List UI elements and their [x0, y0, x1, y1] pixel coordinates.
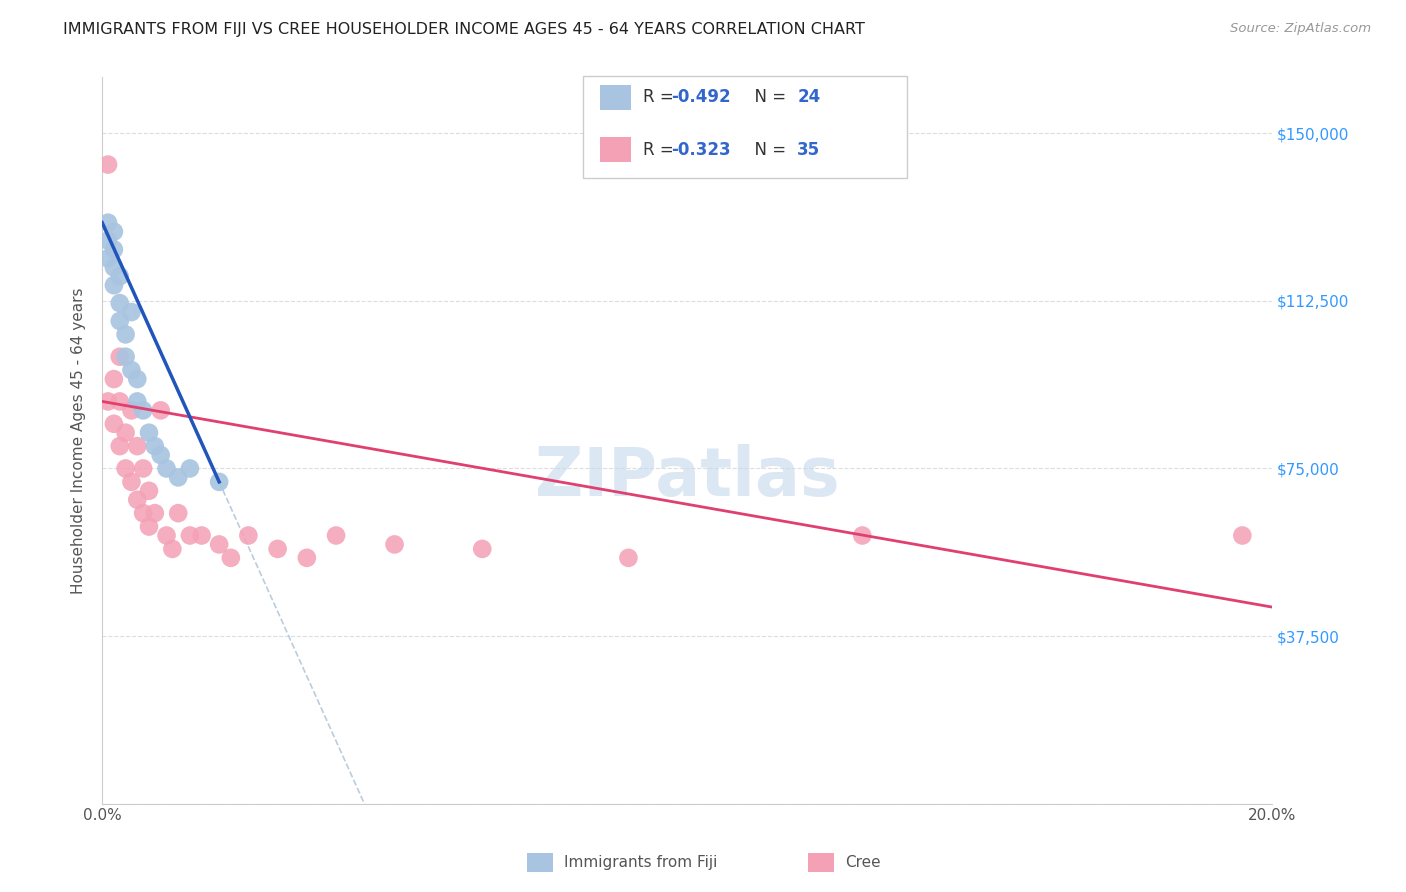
- Point: [295, 550, 318, 565]
- Point: [617, 550, 640, 565]
- Point: [127, 394, 149, 409]
- Point: [266, 541, 288, 556]
- Point: [162, 541, 184, 556]
- Point: [127, 439, 149, 453]
- Text: 24: 24: [797, 88, 821, 106]
- Text: Cree: Cree: [845, 855, 880, 870]
- Text: N =: N =: [744, 141, 792, 159]
- Point: [208, 537, 231, 551]
- Point: [149, 448, 172, 462]
- Text: ZIPatlas: ZIPatlas: [534, 444, 839, 510]
- Point: [103, 417, 125, 431]
- Text: 35: 35: [797, 141, 820, 159]
- Point: [127, 492, 149, 507]
- Point: [97, 158, 120, 172]
- Text: Immigrants from Fiji: Immigrants from Fiji: [564, 855, 717, 870]
- Point: [108, 350, 131, 364]
- Y-axis label: Householder Income Ages 45 - 64 years: Householder Income Ages 45 - 64 years: [72, 287, 86, 594]
- Point: [138, 519, 160, 533]
- Point: [384, 537, 406, 551]
- Point: [132, 403, 155, 417]
- Point: [219, 550, 242, 565]
- Point: [155, 528, 177, 542]
- Text: N =: N =: [744, 88, 792, 106]
- Text: -0.323: -0.323: [671, 141, 730, 159]
- Point: [97, 234, 120, 248]
- Point: [127, 372, 149, 386]
- Point: [238, 528, 260, 542]
- Point: [167, 470, 190, 484]
- Point: [120, 475, 142, 489]
- Point: [97, 252, 120, 266]
- Point: [179, 461, 201, 475]
- Point: [138, 483, 160, 498]
- Point: [149, 403, 172, 417]
- Point: [132, 461, 155, 475]
- Text: R =: R =: [643, 88, 679, 106]
- Point: [103, 260, 125, 275]
- Point: [208, 475, 231, 489]
- Point: [114, 327, 136, 342]
- Point: [114, 461, 136, 475]
- Point: [103, 372, 125, 386]
- Point: [114, 350, 136, 364]
- Point: [108, 394, 131, 409]
- Point: [108, 439, 131, 453]
- Point: [97, 394, 120, 409]
- Point: [471, 541, 494, 556]
- Point: [103, 278, 125, 293]
- Point: [103, 225, 125, 239]
- Point: [108, 314, 131, 328]
- Text: -0.492: -0.492: [671, 88, 730, 106]
- Point: [138, 425, 160, 440]
- Point: [851, 528, 873, 542]
- Point: [167, 506, 190, 520]
- Point: [103, 243, 125, 257]
- Point: [179, 528, 201, 542]
- Point: [143, 439, 166, 453]
- Point: [114, 425, 136, 440]
- Point: [143, 506, 166, 520]
- Point: [120, 403, 142, 417]
- Point: [120, 363, 142, 377]
- Point: [325, 528, 347, 542]
- Text: IMMIGRANTS FROM FIJI VS CREE HOUSEHOLDER INCOME AGES 45 - 64 YEARS CORRELATION C: IMMIGRANTS FROM FIJI VS CREE HOUSEHOLDER…: [63, 22, 865, 37]
- Point: [120, 305, 142, 319]
- Point: [132, 506, 155, 520]
- Text: R =: R =: [643, 141, 679, 159]
- Point: [108, 296, 131, 310]
- Point: [97, 216, 120, 230]
- Point: [155, 461, 177, 475]
- Point: [1232, 528, 1254, 542]
- Point: [108, 269, 131, 284]
- Point: [190, 528, 212, 542]
- Text: Source: ZipAtlas.com: Source: ZipAtlas.com: [1230, 22, 1371, 36]
